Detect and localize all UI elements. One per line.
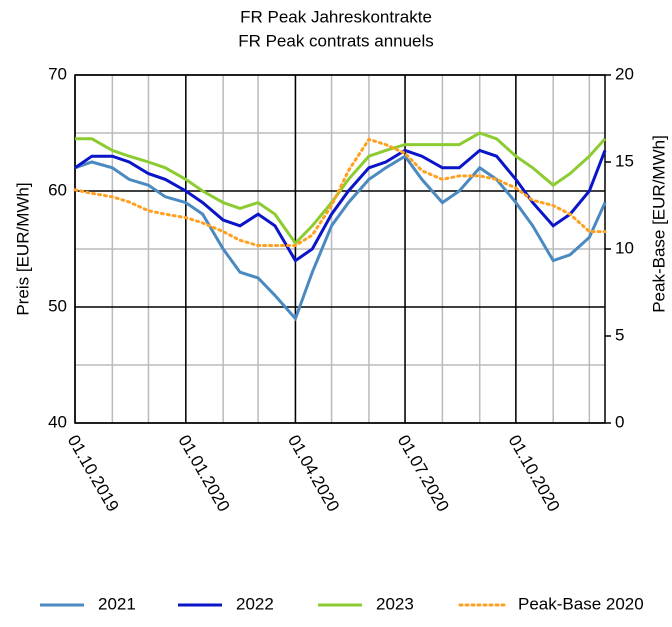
x-tick-label: 01.04.2020 (284, 432, 343, 515)
chart-title: FR Peak Jahreskontrakte (240, 7, 432, 26)
legend-label: 2021 (98, 594, 136, 613)
y2-tick-label: 15 (615, 151, 634, 170)
y-tick-label: 50 (48, 296, 67, 315)
x-tick-label: 01.10.2020 (505, 432, 564, 515)
y-axis-label: Preis [EUR/MWh] (13, 182, 32, 315)
x-tick-label: 01.10.2019 (64, 432, 123, 515)
x-tick-label: 01.07.2020 (394, 432, 453, 515)
y2-tick-label: 5 (615, 325, 624, 344)
series-line (74, 154, 607, 322)
series-line (73, 137, 607, 248)
y-tick-label: 60 (48, 180, 67, 199)
y-tick-label: 70 (48, 64, 67, 83)
y2-axis-label: Peak-Base [EUR/MWh] (649, 135, 668, 313)
plot-frame (74, 74, 606, 424)
chart-subtitle: FR Peak contrats annuels (238, 31, 434, 50)
y2-tick-label: 20 (615, 64, 634, 83)
legend-label: 2022 (236, 594, 274, 613)
y2-tick-label: 10 (615, 238, 634, 257)
y-tick-label: 40 (48, 412, 67, 431)
series-line (74, 148, 607, 263)
legend-label: Peak-Base 2020 (518, 594, 644, 613)
y2-tick-label: 0 (615, 412, 624, 431)
x-tick-label: 01.01.2020 (174, 432, 233, 515)
legend-label: 2023 (376, 594, 414, 613)
